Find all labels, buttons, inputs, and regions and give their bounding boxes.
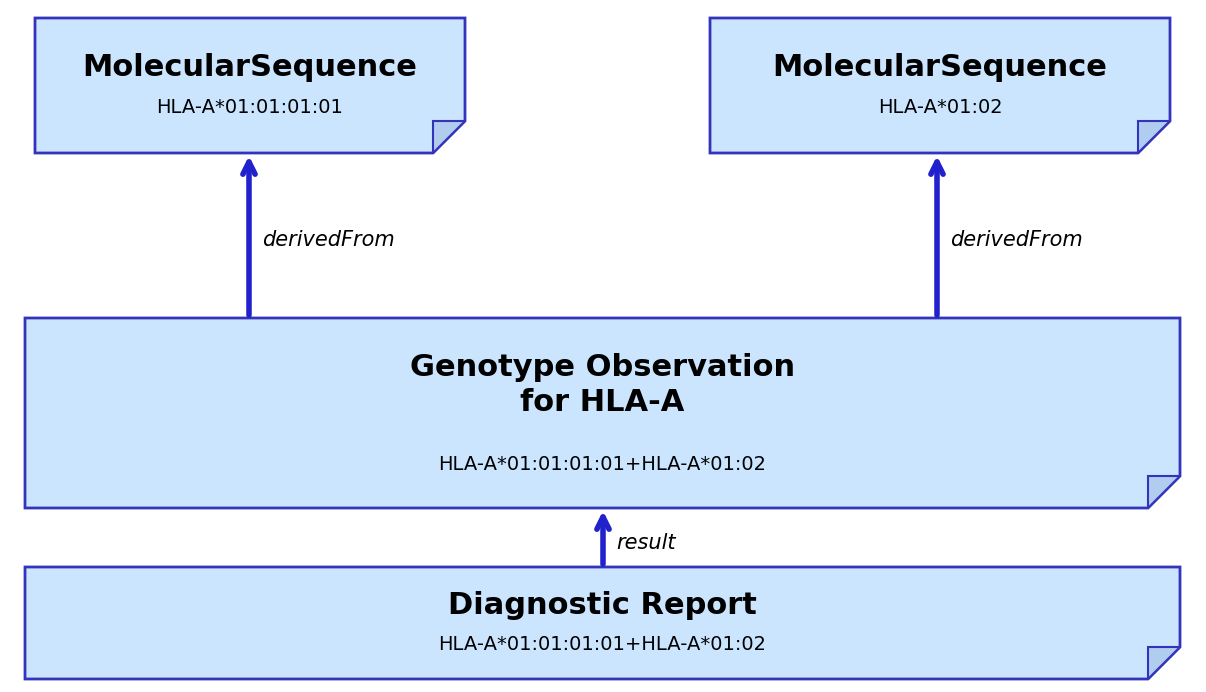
Polygon shape <box>25 318 1179 508</box>
Polygon shape <box>35 18 466 153</box>
Text: MolecularSequence: MolecularSequence <box>82 53 417 82</box>
Text: Diagnostic Report: Diagnostic Report <box>449 590 757 619</box>
Text: derivedFrom: derivedFrom <box>262 230 394 250</box>
Text: HLA-A*01:01:01:01: HLA-A*01:01:01:01 <box>157 98 344 117</box>
Text: HLA-A*01:01:01:01+HLA-A*01:02: HLA-A*01:01:01:01+HLA-A*01:02 <box>439 635 767 655</box>
Text: HLA-A*01:01:01:01+HLA-A*01:02: HLA-A*01:01:01:01+HLA-A*01:02 <box>439 455 767 475</box>
Text: result: result <box>616 533 675 553</box>
Polygon shape <box>1138 121 1170 153</box>
Polygon shape <box>710 18 1170 153</box>
Polygon shape <box>25 567 1179 679</box>
Text: Genotype Observation
for HLA-A: Genotype Observation for HLA-A <box>410 352 795 417</box>
Polygon shape <box>433 121 466 153</box>
Text: derivedFrom: derivedFrom <box>950 230 1083 250</box>
Text: HLA-A*01:02: HLA-A*01:02 <box>878 98 1002 117</box>
Text: MolecularSequence: MolecularSequence <box>773 53 1107 82</box>
Polygon shape <box>1148 647 1179 679</box>
Polygon shape <box>1148 476 1179 508</box>
